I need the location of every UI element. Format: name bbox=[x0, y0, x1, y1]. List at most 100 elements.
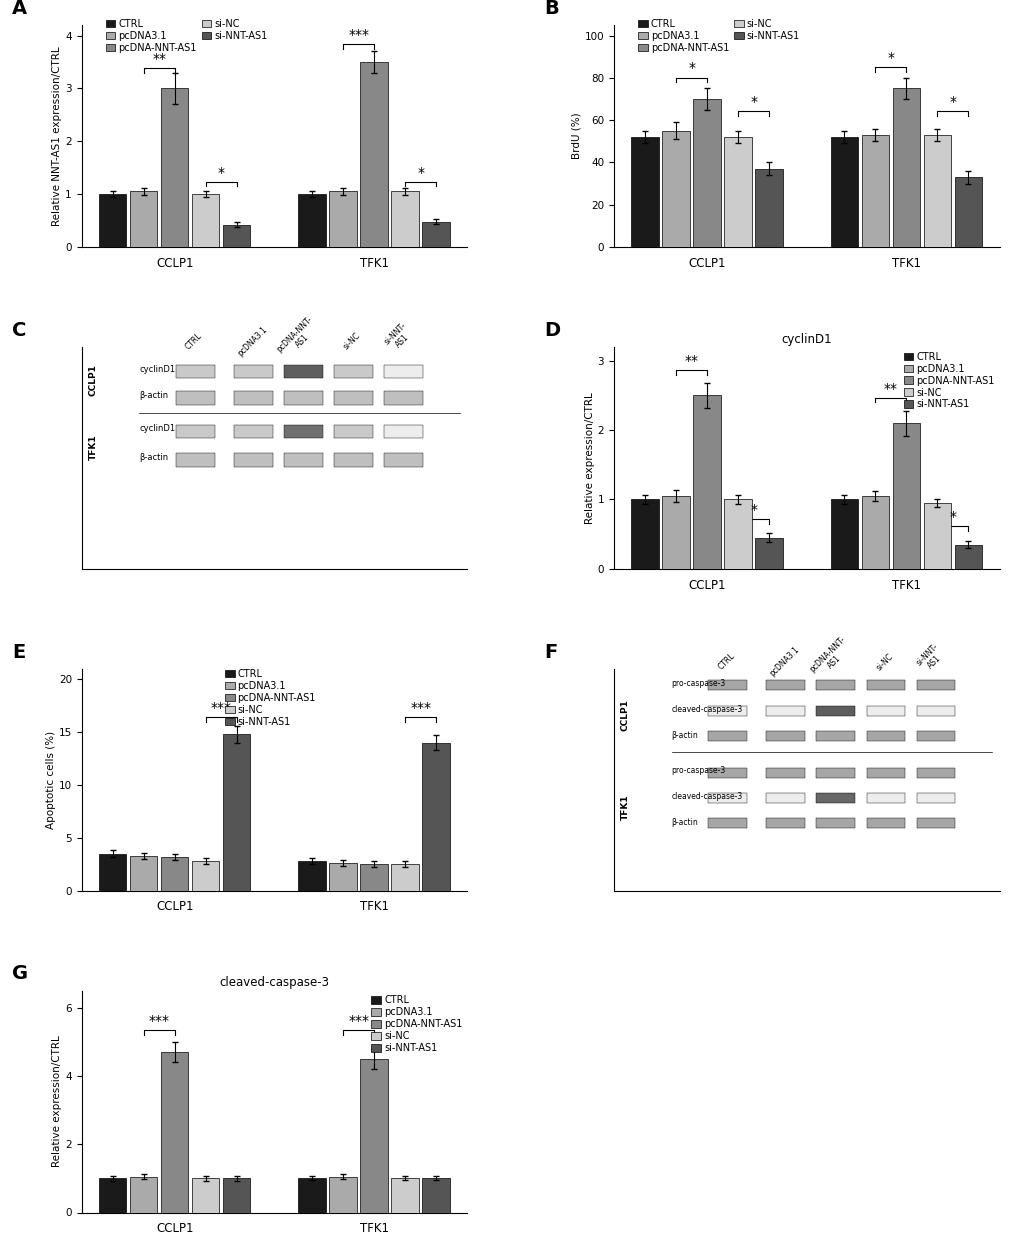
Bar bbox=[765, 792, 804, 802]
Bar bbox=[223, 734, 251, 891]
Text: si-NNT-
AS1: si-NNT- AS1 bbox=[382, 321, 415, 354]
Bar bbox=[916, 731, 955, 741]
Text: β-actin: β-actin bbox=[672, 731, 698, 740]
Bar bbox=[866, 792, 904, 802]
Bar bbox=[334, 365, 373, 378]
Bar bbox=[916, 792, 955, 802]
Bar bbox=[892, 89, 919, 248]
Text: *: * bbox=[887, 51, 894, 65]
Bar bbox=[661, 496, 689, 569]
Text: si-NC: si-NC bbox=[873, 651, 894, 672]
Text: *: * bbox=[749, 503, 756, 518]
Bar bbox=[192, 1179, 219, 1212]
Bar bbox=[631, 500, 658, 569]
Bar bbox=[360, 62, 387, 248]
Bar bbox=[765, 731, 804, 741]
Bar bbox=[176, 425, 214, 438]
Bar bbox=[693, 395, 720, 569]
Bar bbox=[384, 391, 423, 405]
Bar bbox=[130, 856, 157, 891]
Bar bbox=[422, 1179, 449, 1212]
Bar bbox=[815, 706, 854, 716]
Text: *: * bbox=[218, 165, 224, 180]
Text: E: E bbox=[12, 642, 25, 661]
Text: CTRL: CTRL bbox=[715, 651, 736, 672]
Title: cyclinD1: cyclinD1 bbox=[781, 332, 832, 346]
Text: **: ** bbox=[883, 381, 897, 396]
Title: cleaved-caspase-3: cleaved-caspase-3 bbox=[219, 976, 329, 989]
Bar bbox=[130, 191, 157, 248]
Bar bbox=[755, 538, 782, 569]
Bar bbox=[866, 731, 904, 741]
Bar bbox=[707, 731, 746, 741]
Bar bbox=[391, 191, 419, 248]
Bar bbox=[954, 545, 981, 569]
Bar bbox=[99, 194, 126, 248]
Bar bbox=[815, 680, 854, 690]
Bar bbox=[192, 861, 219, 891]
Text: si-NC: si-NC bbox=[341, 331, 362, 351]
Legend: CTRL, pcDNA3.1, pcDNA-NNT-AS1, si-NC, si-NNT-AS1: CTRL, pcDNA3.1, pcDNA-NNT-AS1, si-NC, si… bbox=[224, 669, 316, 727]
Bar bbox=[693, 99, 720, 248]
Bar bbox=[755, 169, 782, 248]
Bar bbox=[861, 135, 889, 248]
Y-axis label: Relative NNT-AS1 expression/CTRL: Relative NNT-AS1 expression/CTRL bbox=[52, 46, 62, 226]
Bar bbox=[334, 454, 373, 466]
Bar bbox=[299, 1179, 325, 1212]
Bar bbox=[329, 864, 357, 891]
Bar bbox=[223, 225, 251, 248]
Text: cleaved-caspase-3: cleaved-caspase-3 bbox=[672, 791, 742, 801]
Bar bbox=[284, 365, 322, 378]
Text: ***: *** bbox=[410, 701, 431, 715]
Bar bbox=[334, 391, 373, 405]
Text: *: * bbox=[417, 165, 424, 180]
Bar bbox=[284, 425, 322, 438]
Bar bbox=[892, 424, 919, 569]
Bar bbox=[284, 454, 322, 466]
Text: *: * bbox=[949, 510, 956, 524]
Text: **: ** bbox=[152, 52, 166, 66]
Bar bbox=[329, 191, 357, 248]
Bar bbox=[99, 1179, 126, 1212]
Bar bbox=[765, 768, 804, 778]
Text: B: B bbox=[544, 0, 558, 18]
Bar bbox=[422, 221, 449, 248]
Y-axis label: Relative expression/CTRL: Relative expression/CTRL bbox=[584, 392, 594, 524]
Y-axis label: Relative expression/CTRL: Relative expression/CTRL bbox=[52, 1036, 62, 1168]
Bar bbox=[765, 706, 804, 716]
Bar bbox=[233, 365, 272, 378]
Text: C: C bbox=[12, 321, 26, 340]
Bar bbox=[176, 365, 214, 378]
Bar bbox=[866, 680, 904, 690]
Text: D: D bbox=[544, 321, 560, 340]
Text: pcDNA3.1: pcDNA3.1 bbox=[235, 325, 268, 357]
Bar bbox=[866, 706, 904, 716]
Text: pcDNA3.1: pcDNA3.1 bbox=[767, 645, 800, 679]
Bar bbox=[233, 391, 272, 405]
Text: CCLP1: CCLP1 bbox=[89, 364, 98, 396]
Bar bbox=[815, 818, 854, 828]
Bar bbox=[334, 425, 373, 438]
Text: *: * bbox=[688, 61, 694, 75]
Bar bbox=[707, 768, 746, 778]
Bar bbox=[916, 680, 955, 690]
Bar bbox=[707, 818, 746, 828]
Bar bbox=[866, 768, 904, 778]
Bar bbox=[815, 768, 854, 778]
Bar bbox=[866, 818, 904, 828]
Bar bbox=[815, 731, 854, 741]
Bar bbox=[161, 89, 189, 248]
Bar bbox=[161, 1052, 189, 1212]
Text: A: A bbox=[12, 0, 28, 18]
Text: F: F bbox=[544, 642, 557, 661]
Bar bbox=[916, 706, 955, 716]
Bar bbox=[765, 680, 804, 690]
Text: pro-caspase-3: pro-caspase-3 bbox=[672, 766, 726, 775]
Text: CTRL: CTRL bbox=[183, 331, 204, 351]
Bar bbox=[192, 194, 219, 248]
Bar bbox=[829, 500, 857, 569]
Bar bbox=[723, 500, 751, 569]
Text: ***: *** bbox=[211, 701, 231, 715]
Text: β-actin: β-actin bbox=[140, 391, 168, 400]
Bar bbox=[223, 1179, 251, 1212]
